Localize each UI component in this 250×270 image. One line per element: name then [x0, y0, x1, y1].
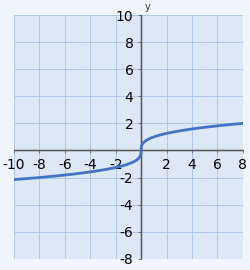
- Text: y: y: [144, 2, 150, 12]
